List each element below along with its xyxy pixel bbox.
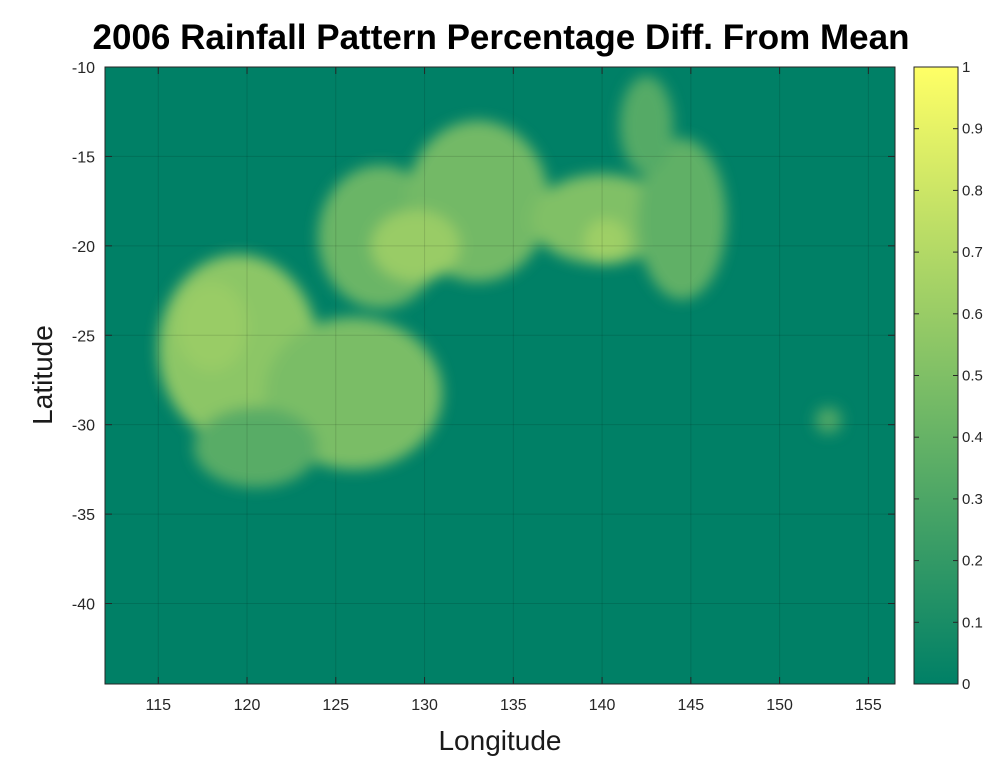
colorbar-tick-label: 0.5: [962, 368, 983, 385]
x-tick-label: 115: [146, 697, 172, 714]
y-tick-label: -30: [72, 418, 95, 435]
x-tick-label: 130: [411, 697, 438, 714]
colorbar-tick-label: 0.6: [962, 306, 983, 323]
y-tick-label: -40: [72, 597, 95, 614]
y-tick-label: -20: [72, 239, 95, 256]
y-axis-label: Latitude: [27, 325, 58, 425]
heatmap-region-11: [815, 407, 842, 434]
y-tick-label: -10: [72, 60, 95, 77]
colorbar-tick-label: 0.3: [962, 491, 983, 508]
x-tick-label: 150: [766, 697, 793, 714]
y-tick-label: -25: [72, 328, 95, 345]
heatmap-region-1: [176, 282, 247, 371]
heatmap-region-3: [194, 407, 318, 487]
colorbar-tick-label: 0.8: [962, 182, 983, 199]
x-tick-label: 155: [855, 697, 882, 714]
x-tick-label: 145: [677, 697, 704, 714]
y-tick-label: -15: [72, 149, 95, 166]
colorbar-tick-label: 0: [962, 676, 970, 693]
x-tick-label: 140: [589, 697, 616, 714]
colorbar-tick-label: 0.9: [962, 121, 983, 138]
x-tick-label: 135: [500, 697, 527, 714]
heatmap-region-10: [584, 219, 628, 264]
colorbar-tick-label: 1: [962, 59, 970, 76]
y-tick-label: -35: [72, 507, 95, 524]
colorbar: [914, 67, 958, 684]
x-tick-label: 120: [234, 697, 261, 714]
colorbar-tick-label: 0.7: [962, 244, 983, 261]
x-axis-label: Longitude: [438, 725, 561, 756]
colorbar-tick-label: 0.1: [962, 614, 983, 631]
colorbar-tick-label: 0.4: [962, 429, 983, 446]
x-tick-label: 125: [322, 697, 349, 714]
colorbar-tick-label: 0.2: [962, 553, 983, 570]
heatmap-region-8: [620, 76, 673, 174]
